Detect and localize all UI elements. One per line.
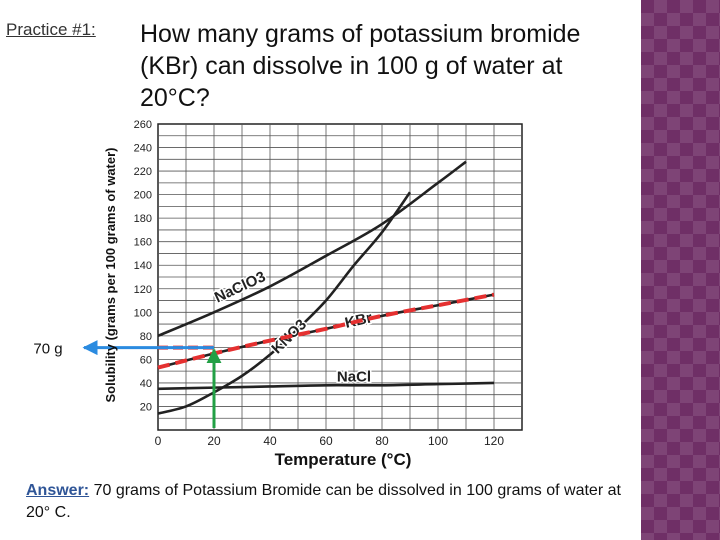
y-tick-label: 260 — [134, 119, 152, 131]
y-tick-label: 220 — [134, 166, 152, 178]
x-tick-label: 80 — [375, 434, 389, 448]
series-line-kno3 — [158, 191, 412, 415]
y-tick-label: 80 — [140, 331, 152, 343]
answer-text: Answer: 70 grams of Potassium Bromide ca… — [26, 480, 636, 524]
y-tick-label: 120 — [134, 284, 152, 296]
y-tick-label: 140 — [134, 260, 152, 272]
series-label-nacl: NaCl — [337, 368, 371, 385]
y-tick-label: 100 — [134, 307, 152, 319]
y-axis-title: Solubility (grams per 100 grams of water… — [103, 147, 118, 402]
y-tick-label: 60 — [140, 354, 152, 366]
y-tick-label: 160 — [134, 237, 152, 249]
answer-label: Answer: — [26, 482, 90, 499]
practice-label: Practice #1: — [6, 20, 96, 39]
x-tick-label: 40 — [263, 434, 277, 448]
y-tick-label: 200 — [134, 190, 152, 202]
x-tick-label: 20 — [207, 434, 221, 448]
x-tick-label: 100 — [428, 434, 448, 448]
chart-tick-labels: 0 20 40 60 80 100 120 20 40 60 80 100 120 140 160 180 20… — [134, 119, 505, 448]
x-tick-label: 60 — [319, 434, 333, 448]
x-tick-label: 0 — [155, 434, 162, 448]
readout-label: 70 g — [33, 341, 62, 358]
series-line-naclo3 — [158, 160, 467, 338]
x-axis-title: Temperature (°C) — [275, 450, 412, 469]
y-tick-label: 240 — [134, 143, 152, 155]
y-tick-label: 180 — [134, 213, 152, 225]
x-tick-label: 120 — [484, 434, 504, 448]
decorative-side-strip — [641, 0, 720, 540]
y-tick-label: 20 — [140, 401, 152, 413]
y-tick-label: 40 — [140, 378, 152, 390]
answer-body: 70 grams of Potassium Bromide can be dis… — [26, 482, 621, 521]
question-text: How many grams of potassium bromide (KBr… — [140, 20, 581, 112]
chart-annotations: 70 g — [33, 292, 495, 428]
